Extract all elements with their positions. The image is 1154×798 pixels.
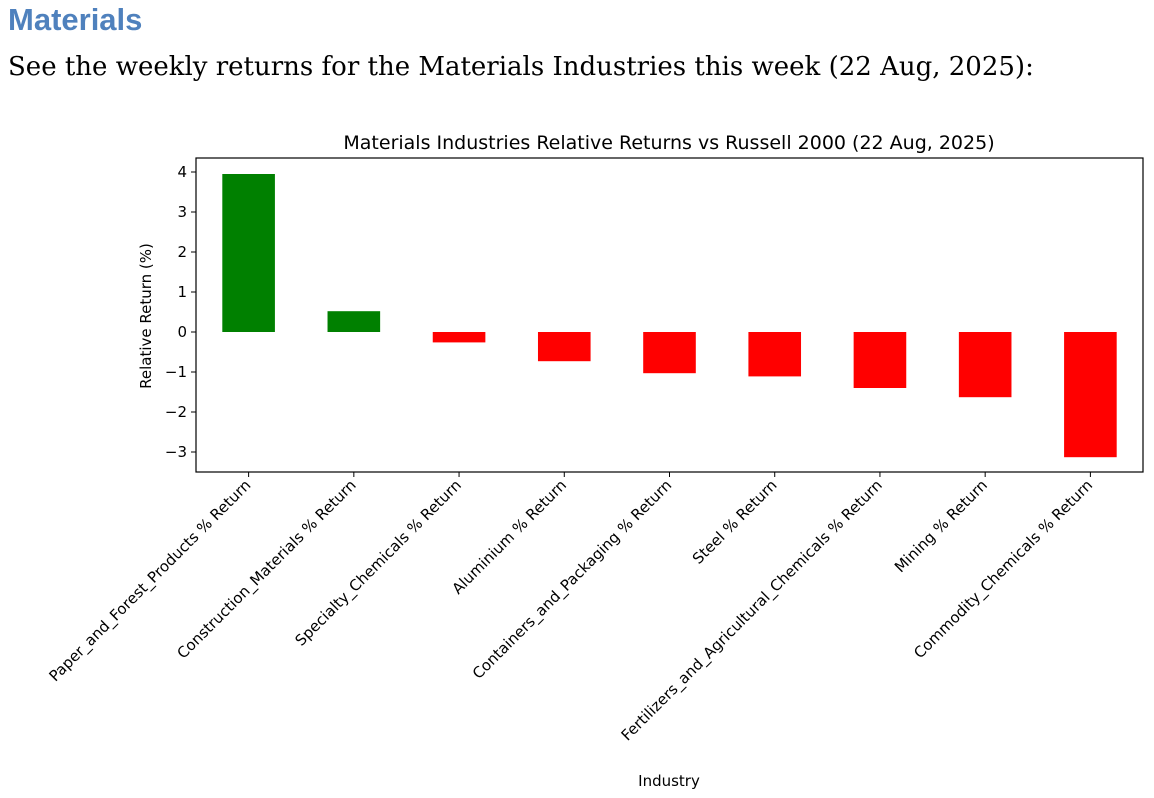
y-tick-label: −1 (165, 363, 187, 381)
section-heading: Materials (8, 2, 143, 37)
x-tick-label: Steel % Return (689, 476, 781, 568)
x-tick-label: Aluminium % Return (448, 476, 570, 598)
x-tick-label: Mining % Return (891, 476, 991, 576)
intro-paragraph: See the weekly returns for the Materials… (8, 52, 1034, 82)
chart-title: Materials Industries Relative Returns vs… (343, 132, 994, 154)
y-tick-label: −2 (165, 403, 187, 421)
bar (958, 332, 1012, 398)
bar (853, 332, 907, 388)
y-axis-label: Relative Return (%) (137, 243, 155, 389)
x-tick-label: Construction_Materials % Return (173, 476, 360, 663)
y-axis: 4 3 2 1 0 −1 −2 −3 (165, 163, 196, 461)
x-tick-label: Commodity_Chemicals % Return (910, 476, 1097, 663)
bars (222, 174, 1117, 458)
x-axis: Paper_and_Forest_Products % ReturnConstr… (45, 472, 1097, 745)
bar (432, 332, 486, 343)
bar (1064, 332, 1117, 458)
x-tick-label: Containers_and_Packaging % Return (469, 476, 676, 683)
y-tick-label: 0 (177, 323, 187, 341)
x-tick-label: Specialty_Chemicals % Return (291, 476, 465, 650)
bar (748, 332, 802, 377)
bar (327, 311, 381, 332)
bar (643, 332, 696, 374)
y-tick-label: 4 (177, 163, 187, 181)
x-axis-label: Industry (638, 772, 700, 790)
bar (537, 332, 591, 362)
y-tick-label: 2 (177, 243, 187, 261)
y-tick-label: 1 (177, 283, 187, 301)
y-tick-label: 3 (177, 203, 187, 221)
y-tick-label: −3 (165, 443, 187, 461)
x-tick-label: Paper_and_Forest_Products % Return (45, 476, 255, 686)
bar (222, 174, 275, 332)
